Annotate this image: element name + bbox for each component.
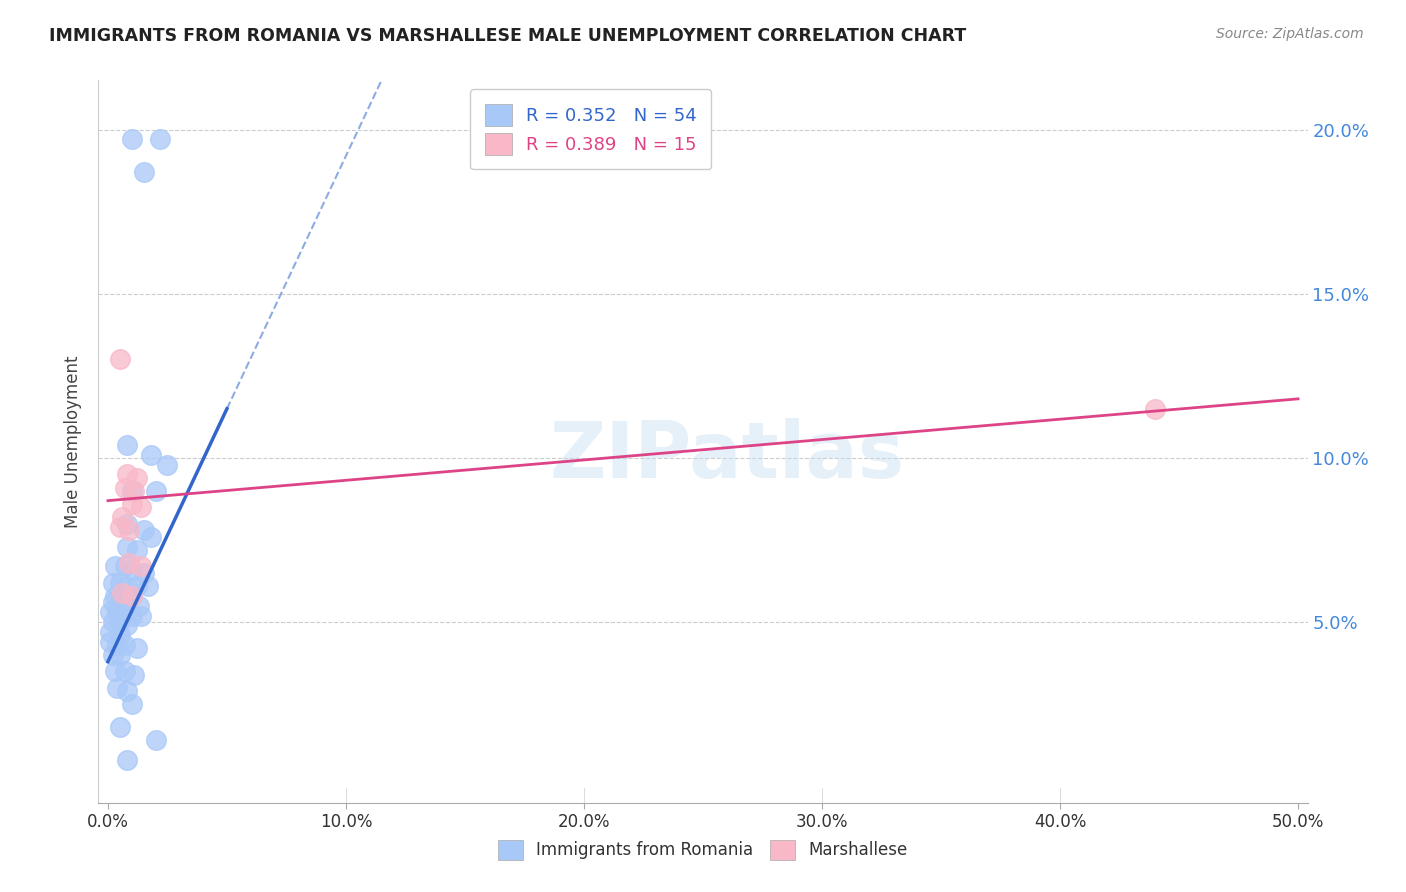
Point xyxy=(114,559,136,574)
Point xyxy=(115,540,138,554)
Point xyxy=(156,458,179,472)
Point xyxy=(107,681,129,695)
Point xyxy=(138,579,160,593)
Point xyxy=(118,523,141,537)
Point xyxy=(125,579,148,593)
Point xyxy=(129,608,152,623)
Legend: Immigrants from Romania, Marshallese: Immigrants from Romania, Marshallese xyxy=(492,833,914,867)
Point xyxy=(115,579,138,593)
Point xyxy=(104,665,127,679)
Point xyxy=(111,510,134,524)
Point xyxy=(111,589,134,603)
Text: IMMIGRANTS FROM ROMANIA VS MARSHALLESE MALE UNEMPLOYMENT CORRELATION CHART: IMMIGRANTS FROM ROMANIA VS MARSHALLESE M… xyxy=(49,27,966,45)
Point xyxy=(121,497,143,511)
Point xyxy=(114,638,136,652)
Point xyxy=(132,165,155,179)
Point xyxy=(98,635,121,649)
Point xyxy=(101,595,124,609)
Point xyxy=(125,641,148,656)
Point xyxy=(115,467,138,482)
Point xyxy=(108,615,131,630)
Point xyxy=(132,566,155,580)
Point xyxy=(98,625,121,640)
Point xyxy=(121,608,143,623)
Point xyxy=(114,605,136,619)
Point xyxy=(98,605,121,619)
Point xyxy=(121,589,143,603)
Point xyxy=(118,556,141,570)
Point xyxy=(122,667,145,681)
Point xyxy=(115,618,138,632)
Point xyxy=(115,438,138,452)
Point xyxy=(101,648,124,662)
Point xyxy=(108,575,131,590)
Text: Source: ZipAtlas.com: Source: ZipAtlas.com xyxy=(1216,27,1364,41)
Point xyxy=(129,500,152,515)
Point xyxy=(114,665,136,679)
Point xyxy=(1144,401,1167,416)
Point xyxy=(108,352,131,367)
Text: ZIPatlas: ZIPatlas xyxy=(550,418,904,494)
Point xyxy=(115,753,138,767)
Point xyxy=(129,559,152,574)
Point xyxy=(145,733,167,747)
Point xyxy=(115,599,138,613)
Point xyxy=(111,585,134,599)
Point xyxy=(132,523,155,537)
Point xyxy=(108,628,131,642)
Point xyxy=(121,132,143,146)
Point xyxy=(107,605,129,619)
Point xyxy=(125,542,148,557)
Point xyxy=(104,589,127,603)
Point xyxy=(107,638,129,652)
Point xyxy=(122,483,145,498)
Point xyxy=(128,599,150,613)
Point xyxy=(114,481,136,495)
Point xyxy=(108,648,131,662)
Point xyxy=(108,720,131,734)
Point xyxy=(101,615,124,630)
Point xyxy=(108,520,131,534)
Point xyxy=(101,575,124,590)
Point xyxy=(121,483,143,498)
Point xyxy=(121,563,143,577)
Point xyxy=(104,559,127,574)
Y-axis label: Male Unemployment: Male Unemployment xyxy=(65,355,83,528)
Point xyxy=(149,132,172,146)
Point xyxy=(139,448,162,462)
Point xyxy=(139,530,162,544)
Point xyxy=(121,698,143,712)
Point xyxy=(115,516,138,531)
Point xyxy=(125,470,148,484)
Point xyxy=(108,595,131,609)
Point xyxy=(115,684,138,698)
Point xyxy=(121,589,143,603)
Point xyxy=(145,483,167,498)
